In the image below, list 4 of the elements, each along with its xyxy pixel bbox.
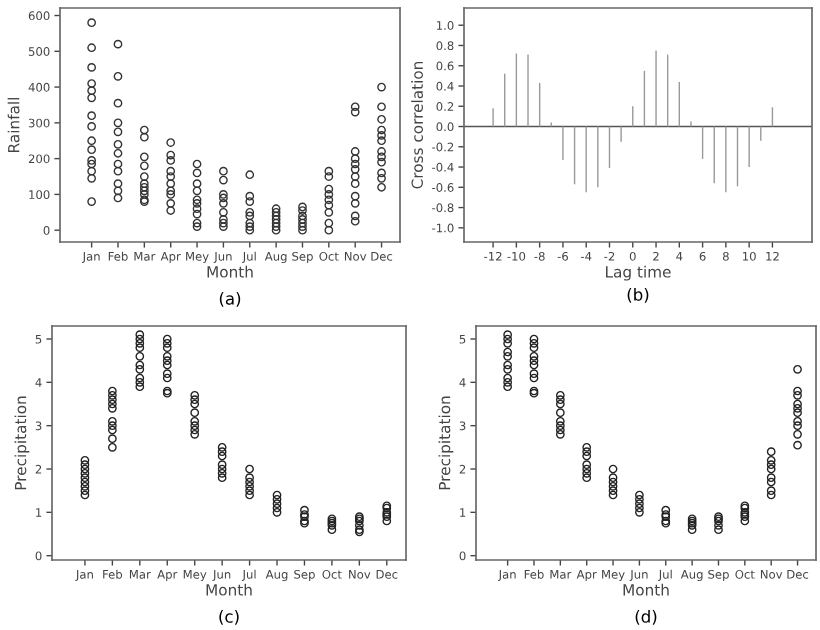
- text: (c): [219, 609, 239, 625]
- text: (a): [219, 291, 241, 307]
- text: (b): [627, 287, 649, 303]
- text: (d): [635, 609, 657, 625]
